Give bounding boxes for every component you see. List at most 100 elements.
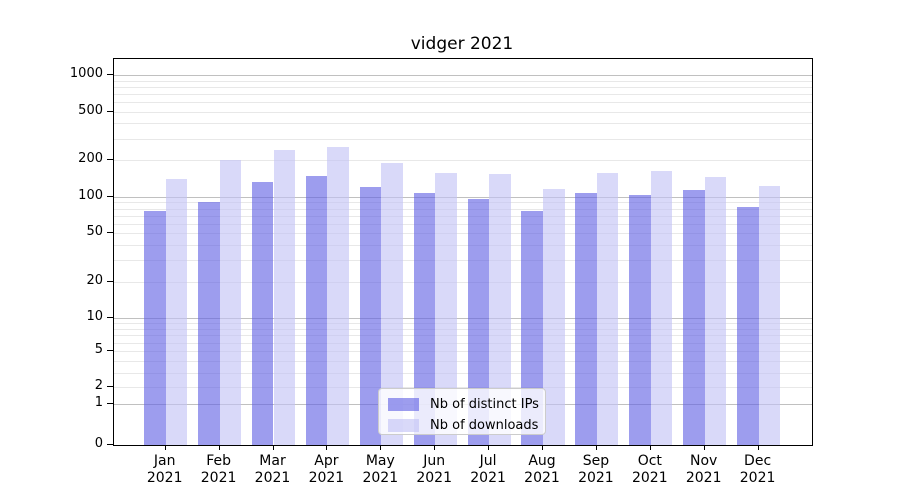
y-tick-mark bbox=[107, 444, 113, 445]
bar-distinct-ips-9 bbox=[629, 195, 651, 445]
y-tick-label: 500 bbox=[78, 102, 103, 118]
x-tick-mark bbox=[542, 445, 543, 450]
x-tick-line: Apr bbox=[314, 453, 339, 469]
x-tick-line: 2021 bbox=[362, 470, 399, 486]
y-tick-label: 0 bbox=[94, 436, 103, 451]
gridline-minor bbox=[114, 351, 812, 353]
bar-downloads-10 bbox=[704, 176, 727, 445]
bar-distinct-ips-10 bbox=[683, 190, 705, 445]
y-tick-mark bbox=[107, 110, 113, 112]
gridline-minor bbox=[114, 138, 812, 140]
gridline-minor bbox=[114, 361, 812, 363]
y-tick-mark bbox=[107, 386, 113, 388]
legend: Nb of distinct IPs Nb of downloads bbox=[378, 388, 546, 435]
legend-label: Nb of downloads bbox=[430, 418, 539, 433]
bar-downloads-5 bbox=[435, 172, 457, 445]
x-tick-line: 2021 bbox=[416, 470, 452, 486]
x-tick-mark bbox=[164, 445, 166, 450]
x-tick-mark bbox=[272, 445, 274, 450]
bar-downloads-4 bbox=[381, 163, 403, 445]
gridline-minor bbox=[114, 328, 812, 330]
x-tick-mark bbox=[595, 445, 597, 450]
x-tick-line: Jan bbox=[153, 453, 176, 469]
y-tick-label: 1 bbox=[94, 395, 103, 410]
x-tick-line: Nov bbox=[690, 453, 718, 469]
gridline-major bbox=[114, 317, 812, 319]
y-tick-mark bbox=[107, 195, 113, 197]
gridline-minor bbox=[114, 123, 812, 125]
gridline-minor bbox=[114, 342, 812, 344]
x-tick-mark bbox=[757, 445, 759, 450]
gridline-major bbox=[114, 196, 812, 198]
chart-title: vidger 2021 bbox=[410, 34, 514, 54]
bar-distinct-ips-5 bbox=[413, 193, 436, 445]
y-tick-mark bbox=[107, 232, 113, 234]
gridline-minor bbox=[114, 260, 812, 262]
x-tick-label-mar: Mar 2021 bbox=[238, 453, 308, 487]
bar-distinct-ips-2 bbox=[251, 181, 274, 445]
legend-swatch bbox=[388, 398, 419, 411]
bar-distinct-ips-3 bbox=[305, 176, 328, 445]
y-tick-label: 1000 bbox=[69, 65, 103, 81]
x-tick-line: Jun bbox=[423, 453, 446, 469]
gridline-minor bbox=[114, 160, 812, 161]
x-tick-mark bbox=[218, 445, 220, 450]
gridline-minor bbox=[114, 233, 812, 235]
y-tick-label: 200 bbox=[78, 151, 103, 166]
y-tick-mark bbox=[107, 316, 113, 318]
x-tick-mark bbox=[434, 445, 436, 450]
bar-downloads-7 bbox=[543, 188, 565, 445]
y-tick-label: 20 bbox=[86, 272, 103, 288]
gridline-minor bbox=[114, 80, 812, 82]
gridline-major bbox=[114, 74, 812, 76]
y-tick-label: 100 bbox=[78, 187, 103, 203]
bar-downloads-6 bbox=[489, 173, 511, 445]
x-tick-mark bbox=[380, 445, 382, 450]
x-tick-line: Dec bbox=[744, 453, 772, 469]
bar-distinct-ips-6 bbox=[467, 199, 490, 445]
bar-downloads-3 bbox=[327, 146, 349, 445]
x-tick-label-nov: Nov 2021 bbox=[669, 453, 739, 487]
x-tick-line: 2021 bbox=[739, 470, 776, 486]
gridline-minor bbox=[114, 93, 812, 95]
x-tick-line: 2021 bbox=[308, 470, 345, 486]
y-tick-label: 50 bbox=[86, 224, 103, 240]
y-tick-mark bbox=[107, 73, 113, 75]
x-tick-label-may: May 2021 bbox=[345, 453, 415, 487]
gridline-minor bbox=[114, 208, 812, 210]
x-tick-mark bbox=[703, 445, 705, 450]
gridline-minor bbox=[114, 335, 812, 337]
y-tick-mark bbox=[107, 159, 113, 160]
gridline-minor bbox=[114, 245, 812, 247]
y-tick-mark bbox=[107, 350, 113, 352]
bar-downloads-1 bbox=[219, 160, 242, 445]
y-tick-label: 5 bbox=[94, 342, 103, 358]
bar-downloads-8 bbox=[596, 172, 619, 445]
bar-downloads-9 bbox=[650, 170, 673, 445]
x-tick-line: Aug bbox=[528, 453, 556, 469]
bar-distinct-ips-7 bbox=[521, 210, 543, 445]
x-tick-line: Mar bbox=[259, 453, 286, 469]
x-tick-label-jan: Jan 2021 bbox=[130, 453, 200, 487]
legend-entry: Nb of downloads bbox=[388, 417, 539, 434]
bar-downloads-2 bbox=[273, 150, 296, 445]
bar-distinct-ips-8 bbox=[575, 192, 597, 445]
legend-entry: Nb of distinct IPs bbox=[388, 396, 539, 413]
x-tick-mark bbox=[649, 445, 651, 450]
gridline-minor bbox=[114, 373, 812, 375]
x-tick-line: Feb bbox=[206, 453, 231, 469]
y-tick-label: 2 bbox=[94, 378, 103, 394]
x-tick-line: 2021 bbox=[631, 470, 668, 486]
x-tick-label-apr: Apr 2021 bbox=[291, 453, 361, 487]
x-tick-line: Sep bbox=[582, 453, 610, 469]
gridline-minor bbox=[114, 202, 812, 204]
legend-swatch bbox=[388, 419, 419, 432]
gridline-minor bbox=[114, 215, 812, 217]
x-tick-label-jul: Jul 2021 bbox=[453, 453, 523, 487]
x-tick-line: May bbox=[365, 453, 395, 469]
x-tick-label-dec: Dec 2021 bbox=[723, 453, 793, 487]
gridline-minor bbox=[114, 101, 812, 103]
y-tick-label: 10 bbox=[86, 308, 103, 324]
x-tick-mark bbox=[488, 445, 490, 450]
gridline-minor bbox=[114, 86, 812, 88]
